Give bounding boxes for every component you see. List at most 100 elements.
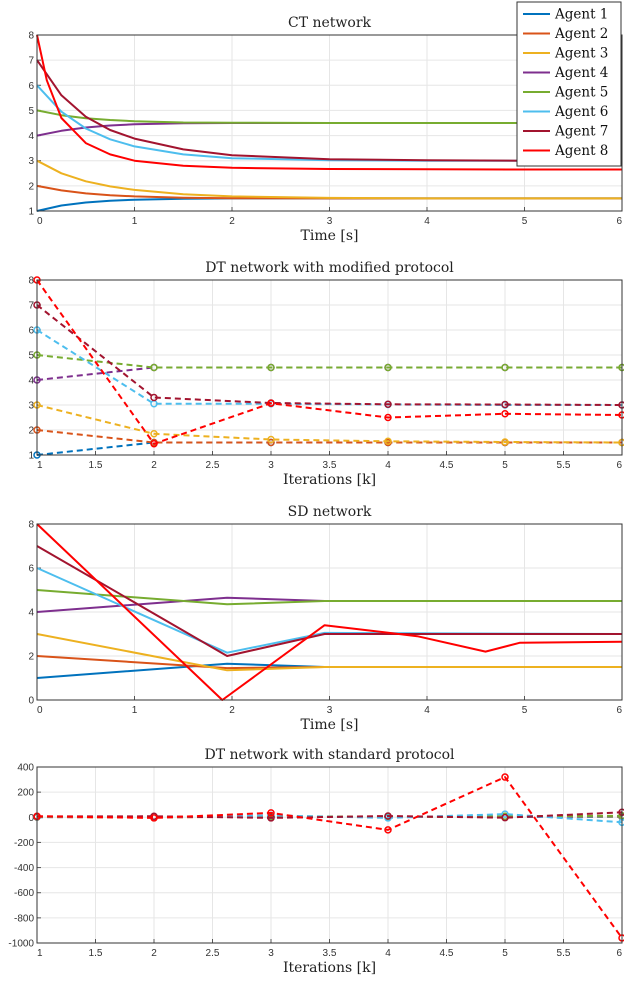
series-7-point	[384, 812, 392, 820]
x-tick-label: 1	[37, 460, 43, 471]
series-5-point	[150, 363, 158, 372]
series-8-point	[267, 809, 275, 817]
series-5-point	[501, 363, 509, 372]
y-tick-label: 400	[17, 763, 34, 774]
x-axis-label: Time [s]	[301, 228, 359, 244]
legend-entry: Agent 6	[554, 104, 608, 120]
legend-entry: Agent 4	[554, 65, 608, 81]
series-8-point	[501, 410, 509, 418]
y-tick-label: 5	[28, 351, 34, 362]
series-8-point	[384, 413, 392, 422]
chart-title: DT network with standard protocol	[204, 747, 455, 763]
y-tick-label: -800	[14, 913, 34, 924]
y-tick-label: 6	[28, 326, 34, 337]
legend-entry: Agent 1	[554, 7, 608, 23]
x-axis-label: Iterations [k]	[283, 960, 376, 976]
x-tick-label: 3	[327, 705, 333, 716]
y-tick-label: 8	[28, 31, 34, 42]
y-tick-label: 7	[28, 301, 34, 312]
y-tick-label: 3	[28, 401, 34, 412]
x-tick-label: 2	[151, 460, 157, 471]
y-tick-label: 0	[28, 813, 34, 824]
legend-entry: Agent 5	[554, 85, 608, 101]
series-7-point	[384, 400, 392, 408]
series-line-3	[36, 159, 622, 200]
x-tick-label: 4.5	[440, 460, 454, 471]
x-tick-label: 2.5	[206, 948, 220, 959]
x-tick-label: 1.5	[89, 460, 103, 471]
x-tick-label: 0	[37, 705, 43, 716]
x-tick-label: 5	[502, 948, 508, 959]
x-tick-label: 6	[616, 948, 622, 959]
axes-frame	[36, 766, 623, 944]
series-line-5	[36, 109, 622, 124]
series-6-point	[501, 810, 509, 818]
chart-panel-3: 0 1 2 3 4 5 6 0 2 4 6 8 SD network Time [s]	[28, 504, 623, 733]
series-5-point	[384, 363, 392, 372]
y-tick-label: 6	[28, 81, 34, 92]
series-5-point	[267, 363, 275, 372]
series-line-8	[36, 776, 623, 939]
series-8-point	[501, 773, 509, 781]
chart-title: SD network	[288, 504, 372, 520]
x-tick-label: 6	[616, 460, 622, 471]
x-tick-label: 1	[132, 216, 138, 227]
y-tick-label: -1000	[8, 939, 34, 950]
legend: Agent 1 Agent 2 Agent 3 Agent 4 Agent 5 Agent…	[516, 1, 622, 167]
y-tick-label: 5	[28, 106, 34, 117]
y-tick-label: 2	[28, 652, 34, 663]
series-3-point	[384, 437, 392, 445]
y-tick-label: 0	[28, 696, 34, 707]
series-line-7	[36, 811, 623, 819]
x-tick-label: 1.5	[89, 948, 103, 959]
x-tick-label: 6	[616, 216, 622, 227]
x-tick-label: 4	[385, 948, 391, 959]
y-tick-label: 2	[28, 426, 34, 437]
chart-panel-4: 1 1.5 2 2.5 3 3.5 4 4.5 5 5.5 6 -1000 -800 -600 -400 -2…	[8, 747, 624, 976]
x-tick-label: 3	[268, 948, 274, 959]
y-tick-label: 200	[17, 788, 34, 799]
series-3-point	[267, 435, 275, 444]
y-tick-label: 2	[28, 181, 34, 192]
series-8-point	[384, 826, 392, 834]
x-tick-label: 1	[132, 705, 138, 716]
series-7-point	[501, 400, 509, 409]
series-line-7	[36, 545, 622, 657]
legend-entry: Agent 3	[554, 46, 608, 62]
chart-title: CT network	[288, 15, 372, 31]
legend-entry: Agent 7	[554, 124, 608, 140]
x-tick-label: 5	[522, 705, 528, 716]
x-tick-label: 4.5	[440, 948, 454, 959]
x-tick-label: 2.5	[206, 460, 220, 471]
series-line-5	[36, 589, 622, 606]
y-tick-label: 6	[28, 564, 34, 575]
y-tick-label: 8	[28, 276, 34, 287]
x-tick-label: 3	[268, 460, 274, 471]
x-tick-label: 3.5	[323, 460, 337, 471]
series-line-3	[36, 404, 623, 444]
y-tick-label: 4	[28, 131, 34, 142]
chart-panel-2: 1 1.5 2 2.5 3 3.5 4 4.5 5 5.5 6 1 2 3 4 5 6 7 8 DT network …	[28, 260, 624, 488]
x-axis-label: Iterations [k]	[283, 472, 376, 488]
y-tick-label: 1	[28, 451, 34, 462]
x-tick-label: 0	[37, 216, 43, 227]
x-axis-label: Time [s]	[301, 717, 359, 733]
x-tick-label: 2	[151, 948, 157, 959]
x-tick-label: 4	[424, 705, 430, 716]
series-3-point	[501, 438, 509, 446]
series-line-8	[36, 279, 623, 445]
x-tick-label: 4	[385, 460, 391, 471]
y-tick-label: -200	[14, 838, 34, 849]
axes-frame	[36, 279, 623, 456]
x-tick-label: 5.5	[557, 948, 571, 959]
x-tick-label: 1	[37, 948, 43, 959]
chart-title: DT network with modified protocol	[205, 260, 454, 276]
series-7-point	[150, 393, 158, 402]
series-line-7	[36, 59, 622, 162]
series-8-point	[150, 440, 158, 448]
series-2-point	[267, 438, 275, 447]
axes-frame	[36, 523, 623, 701]
axes-frame	[36, 34, 623, 212]
series-line-2	[36, 429, 622, 444]
